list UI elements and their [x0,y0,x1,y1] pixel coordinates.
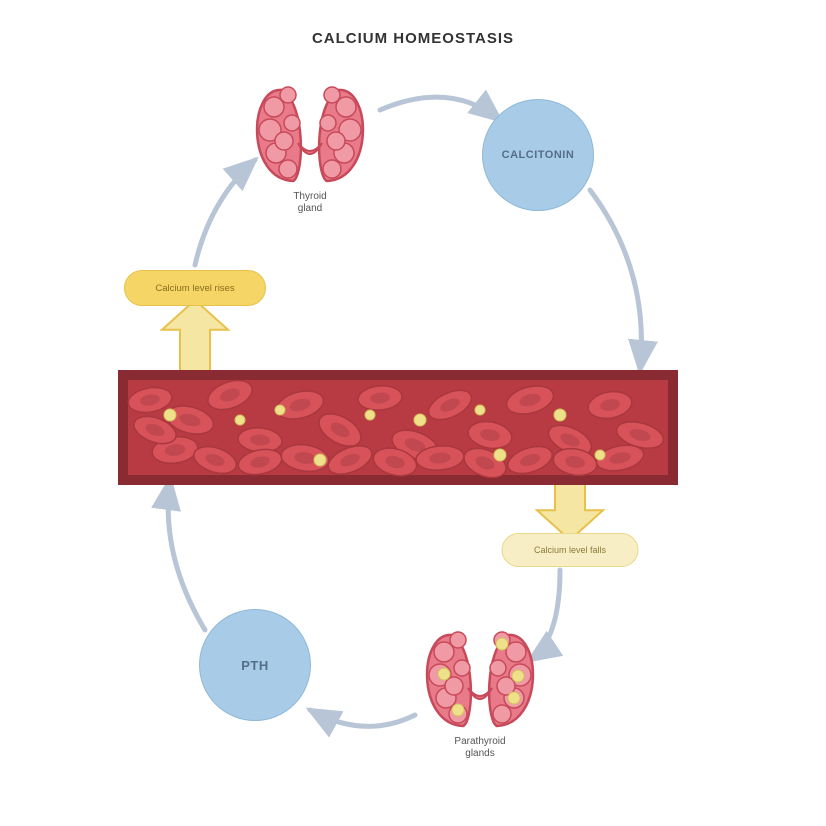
parathyroid-caption: Parathyroidglands [454,736,505,760]
calcium-rises-label: Calcium level rises [124,270,266,306]
pth-node: PTH [199,609,311,721]
calcitonin-node: CALCITONIN [482,99,594,211]
page-title: CALCIUM HOMEOSTASIS [0,30,826,47]
calcium-rises-pill: Calcium level rises [124,270,266,306]
calcitonin-label: CALCITONIN [482,99,594,211]
calcium-falls-pill: Calcium level falls [502,533,639,567]
calcium-falls-label: Calcium level falls [502,533,639,567]
diagram-svg [0,0,826,826]
pth-label: PTH [199,609,311,721]
thyroid-caption: Thyroidgland [293,191,326,215]
